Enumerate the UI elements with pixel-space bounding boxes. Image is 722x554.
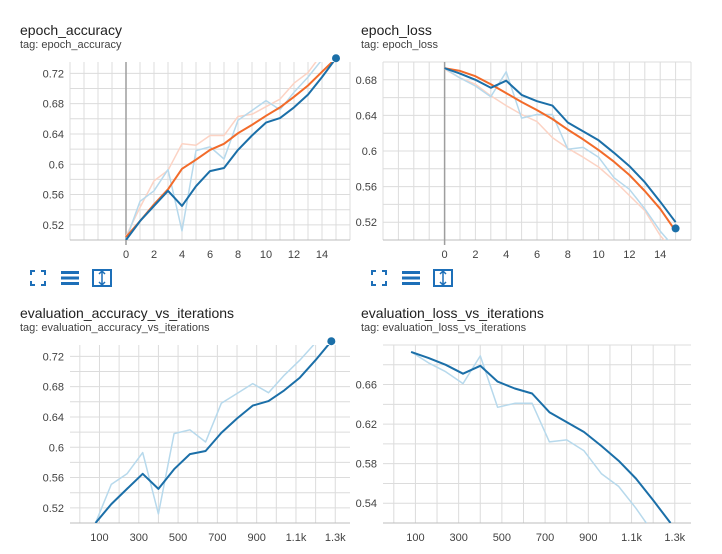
y-tick-label: 0.6	[362, 146, 377, 158]
chart-title: epoch_accuracy	[20, 22, 122, 38]
series-line-blue-smoothed	[94, 345, 330, 523]
y-tick-label: 0.56	[356, 182, 377, 194]
toggle-log-icon[interactable]	[401, 268, 421, 288]
fit-domain-icon[interactable]	[28, 268, 48, 288]
fit-domain-icon[interactable]	[369, 268, 389, 288]
x-tick-label: 1.3k	[664, 532, 685, 544]
chart-card-evaluation-accuracy: evaluation_accuracy_vs_iterations tag: e…	[20, 305, 350, 554]
grid	[70, 345, 350, 524]
x-tick-label: 900	[579, 532, 597, 544]
x-tick-label: 700	[208, 532, 226, 544]
y-tick-label: 0.64	[356, 110, 377, 122]
x-tick-label: 2	[151, 249, 157, 261]
y-tick-label: 0.72	[43, 351, 64, 363]
chart-card-epoch-loss: epoch_loss tag: epoch_loss 0.68 0.64 0.6 0.…	[356, 22, 692, 292]
y-tick-label: 0.72	[43, 68, 64, 80]
x-tick-label: 8	[235, 249, 241, 261]
series-line-orange-smoothed	[125, 62, 334, 238]
x-tick-label: 700	[536, 532, 554, 544]
chart-tag: tag: evaluation_loss_vs_iterations	[361, 322, 527, 334]
x-tick-label: 0	[442, 249, 448, 261]
y-tick-label: 0.68	[43, 382, 64, 394]
chart-tag: tag: epoch_loss	[361, 39, 439, 51]
y-tick-label: 0.56	[43, 473, 64, 485]
y-tick-label: 0.64	[43, 129, 64, 141]
x-tick-label: 12	[623, 249, 635, 261]
x-tick-label: 4	[503, 249, 509, 261]
x-tick-label: 6	[534, 249, 540, 261]
x-tick-label: 12	[288, 249, 300, 261]
x-tick-label: 1.1k	[286, 532, 307, 544]
chart-plot[interactable]: 0.66 0.62 0.58 0.54 100 300 500 700 900 1.1k 1.3k	[356, 305, 691, 554]
x-tick-label: 300	[130, 532, 148, 544]
x-tick-label: 10	[592, 249, 604, 261]
grid	[383, 344, 691, 524]
chart-title: evaluation_loss_vs_iterations	[361, 305, 544, 321]
series-line-blue-smoothed	[444, 67, 677, 223]
x-tick-label: 500	[493, 532, 511, 544]
x-tick-label: 300	[449, 532, 467, 544]
y-tick-label: 0.64	[43, 412, 64, 424]
y-tick-label: 0.66	[356, 380, 377, 392]
chart-plot[interactable]: 0.72 0.68 0.64 0.6 0.56 0.52 100 300 500 700 900 1.…	[20, 305, 350, 554]
x-tick-label: 2	[472, 249, 478, 261]
series-line-blue-raw	[410, 351, 648, 523]
y-tick-label: 0.52	[43, 220, 64, 232]
y-tick-label: 0.52	[43, 503, 64, 515]
y-tick-label: 0.68	[43, 99, 64, 111]
chart-title: epoch_loss	[361, 22, 432, 38]
chart-toolbar	[28, 268, 112, 288]
x-tick-label: 100	[406, 532, 424, 544]
y-tick-label: 0.58	[356, 459, 377, 471]
x-tick-label: 6	[207, 249, 213, 261]
x-tick-label: 4	[179, 249, 185, 261]
chart-plot[interactable]: 0.72 0.68 0.64 0.6 0.56 0.52 0 2 4 6 8 10 12 14	[20, 22, 351, 292]
series-line-orange-smoothed	[444, 67, 677, 232]
series-line-blue-smoothed	[410, 350, 672, 523]
y-tick-label: 0.68	[356, 75, 377, 87]
y-tick-label: 0.62	[356, 419, 377, 431]
expand-chart-icon[interactable]	[433, 268, 453, 288]
chart-card-evaluation-loss: evaluation_loss_vs_iterations tag: evalu…	[356, 305, 691, 554]
y-tick-label: 0.6	[49, 159, 64, 171]
x-tick-label: 14	[654, 249, 666, 261]
chart-title: evaluation_accuracy_vs_iterations	[20, 305, 235, 321]
x-tick-label: 8	[565, 249, 571, 261]
chart-tag: tag: epoch_accuracy	[20, 39, 122, 51]
x-tick-label: 14	[316, 249, 328, 261]
grid	[382, 61, 692, 241]
expand-chart-icon[interactable]	[92, 268, 112, 288]
y-tick-label: 0.52	[356, 217, 377, 229]
toggle-log-icon[interactable]	[60, 268, 80, 288]
x-tick-label: 900	[247, 532, 265, 544]
x-tick-label: 1.1k	[621, 532, 642, 544]
x-tick-label: 500	[169, 532, 187, 544]
x-tick-label: 0	[123, 249, 129, 261]
y-tick-label: 0.6	[49, 442, 64, 454]
series-end-marker	[327, 337, 336, 346]
y-tick-label: 0.54	[356, 498, 377, 510]
x-tick-label: 10	[260, 249, 272, 261]
series-end-marker	[671, 224, 680, 233]
series-line-orange-raw	[125, 62, 317, 237]
chart-toolbar	[369, 268, 453, 288]
series-end-marker	[332, 54, 340, 63]
chart-plot[interactable]: 0.68 0.64 0.6 0.56 0.52 0 2 4 6 8 10 12 14	[356, 22, 692, 292]
series-line-blue-smoothed	[125, 62, 335, 240]
chart-tag: tag: evaluation_accuracy_vs_iterations	[20, 322, 210, 334]
series-line-blue-raw	[444, 67, 669, 240]
x-tick-label: 100	[90, 532, 108, 544]
chart-card-epoch-accuracy: epoch_accuracy tag: epoch_accuracy 0.72 0…	[20, 22, 351, 292]
y-tick-label: 0.56	[43, 190, 64, 202]
series-line-orange-raw	[444, 68, 666, 240]
x-tick-label: 1.3k	[325, 532, 346, 544]
series-line-blue-raw	[94, 345, 315, 523]
